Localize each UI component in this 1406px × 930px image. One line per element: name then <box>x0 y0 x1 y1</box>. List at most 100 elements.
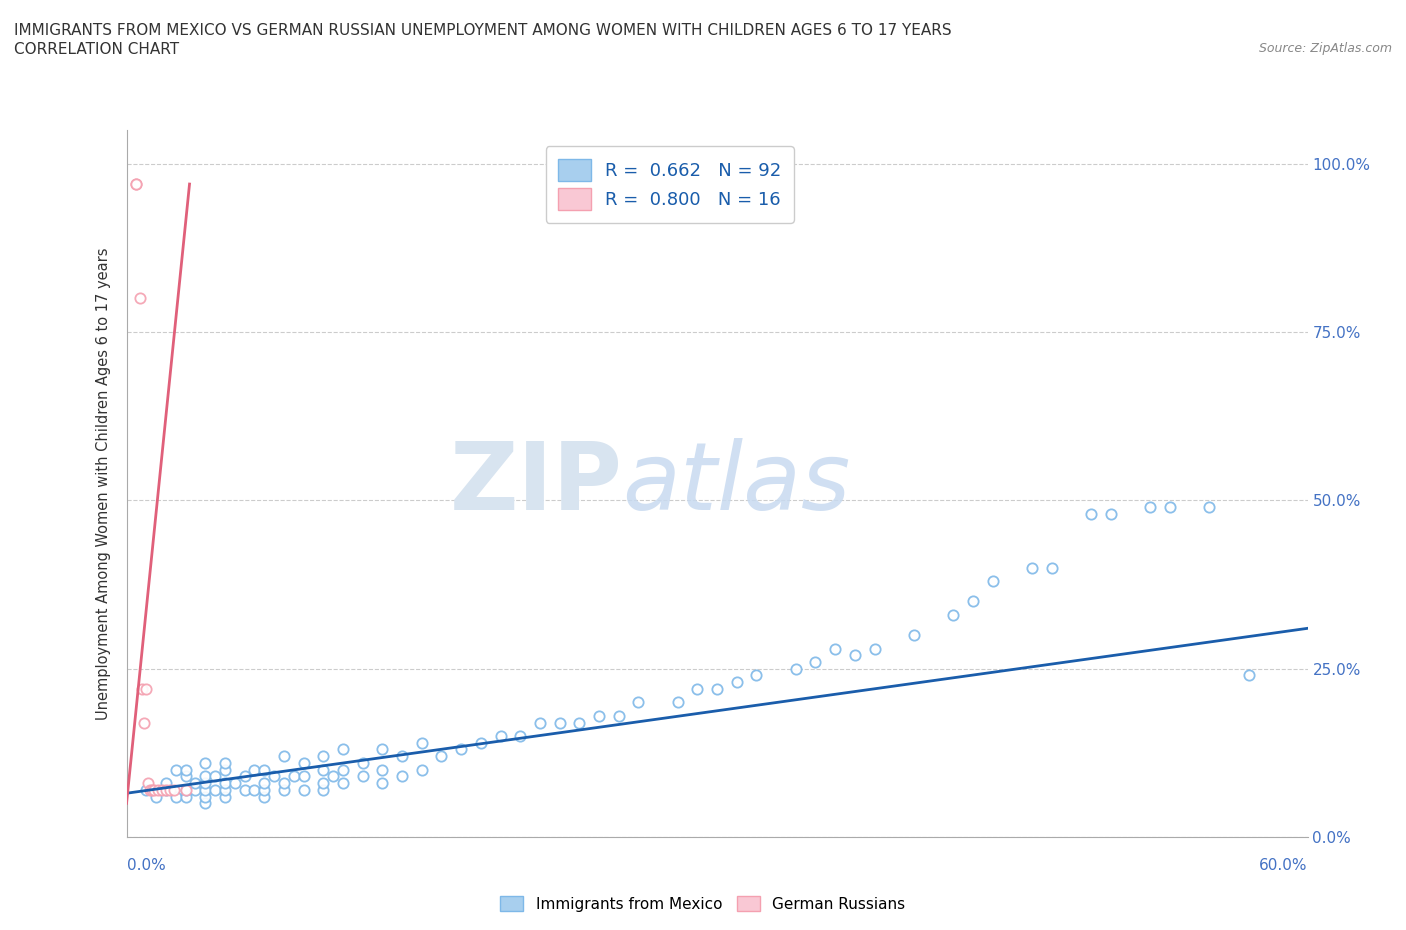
Point <box>146 782 169 797</box>
Point <box>430 749 453 764</box>
Point <box>725 675 748 690</box>
Point <box>174 769 197 784</box>
Point <box>785 661 807 676</box>
Point <box>184 782 207 797</box>
Point <box>686 682 709 697</box>
Point <box>194 796 217 811</box>
Text: Source: ZipAtlas.com: Source: ZipAtlas.com <box>1258 42 1392 55</box>
Point <box>273 782 295 797</box>
Y-axis label: Unemployment Among Women with Children Ages 6 to 17 years: Unemployment Among Women with Children A… <box>96 247 111 720</box>
Point <box>371 742 394 757</box>
Point <box>824 641 846 656</box>
Point <box>1040 560 1063 575</box>
Point <box>1159 499 1181 514</box>
Text: ZIP: ZIP <box>450 438 623 529</box>
Point <box>489 728 512 743</box>
Point <box>529 715 551 730</box>
Point <box>411 763 433 777</box>
Point <box>214 790 236 804</box>
Point <box>194 769 217 784</box>
Point <box>903 628 925 643</box>
Point <box>155 782 177 797</box>
Point <box>194 755 217 770</box>
Point <box>233 769 256 784</box>
Point <box>863 641 886 656</box>
Point <box>1099 507 1122 522</box>
Legend: Immigrants from Mexico, German Russians: Immigrants from Mexico, German Russians <box>495 889 911 918</box>
Point <box>981 574 1004 589</box>
Point <box>273 749 295 764</box>
Point <box>224 776 246 790</box>
Point <box>139 782 162 797</box>
Point <box>588 709 610 724</box>
Point <box>450 742 472 757</box>
Point <box>174 782 197 797</box>
Point <box>332 776 354 790</box>
Point <box>174 782 197 797</box>
Point <box>194 782 217 797</box>
Point <box>125 177 148 192</box>
Point <box>233 782 256 797</box>
Point <box>155 776 177 790</box>
Point <box>509 728 531 743</box>
Point <box>135 782 157 797</box>
Point <box>1237 668 1260 683</box>
Point <box>131 682 153 697</box>
Text: atlas: atlas <box>623 438 851 529</box>
Point <box>1021 560 1043 575</box>
Point <box>568 715 591 730</box>
Point <box>962 594 984 609</box>
Text: 0.0%: 0.0% <box>127 857 166 872</box>
Point <box>273 776 295 790</box>
Point <box>1198 499 1220 514</box>
Point <box>470 736 492 751</box>
Point <box>607 709 630 724</box>
Point <box>194 790 217 804</box>
Point <box>165 763 187 777</box>
Point <box>214 776 236 790</box>
Point <box>391 769 413 784</box>
Point <box>332 742 354 757</box>
Point <box>174 763 197 777</box>
Point <box>243 782 266 797</box>
Point <box>942 607 965 622</box>
Point <box>214 782 236 797</box>
Point <box>391 749 413 764</box>
Point <box>145 790 167 804</box>
Point <box>745 668 768 683</box>
Point <box>253 782 276 797</box>
Point <box>352 755 374 770</box>
Point <box>844 648 866 663</box>
Point <box>322 769 344 784</box>
Point <box>283 769 305 784</box>
Text: 60.0%: 60.0% <box>1260 857 1308 872</box>
Point <box>548 715 571 730</box>
Point <box>312 763 335 777</box>
Point <box>292 755 315 770</box>
Point <box>292 782 315 797</box>
Point <box>143 782 166 797</box>
Point <box>1139 499 1161 514</box>
Text: IMMIGRANTS FROM MEXICO VS GERMAN RUSSIAN UNEMPLOYMENT AMONG WOMEN WITH CHILDREN : IMMIGRANTS FROM MEXICO VS GERMAN RUSSIAN… <box>14 23 952 38</box>
Point <box>312 782 335 797</box>
Point <box>706 682 728 697</box>
Point <box>371 776 394 790</box>
Point <box>125 177 148 192</box>
Point <box>174 790 197 804</box>
Point <box>253 763 276 777</box>
Point <box>411 736 433 751</box>
Point <box>263 769 285 784</box>
Legend: R =  0.662   N = 92, R =  0.800   N = 16: R = 0.662 N = 92, R = 0.800 N = 16 <box>546 146 794 223</box>
Point <box>312 776 335 790</box>
Point <box>666 695 689 710</box>
Point <box>253 776 276 790</box>
Point <box>150 782 173 797</box>
Point <box>141 782 163 797</box>
Point <box>1080 507 1102 522</box>
Point <box>184 776 207 790</box>
Point <box>159 782 181 797</box>
Point <box>292 769 315 784</box>
Point <box>163 782 186 797</box>
Point <box>129 291 152 306</box>
Point <box>155 782 177 797</box>
